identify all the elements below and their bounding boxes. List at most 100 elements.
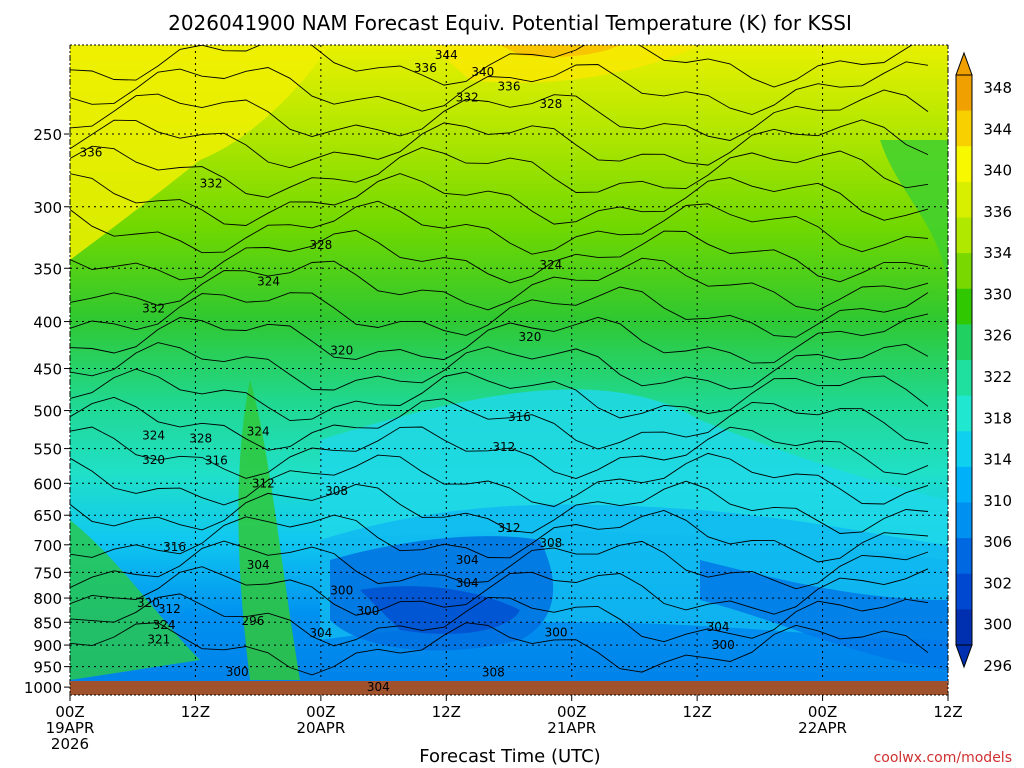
contour-label: 336 — [79, 146, 102, 160]
y-tick-label: 500 — [33, 403, 62, 421]
contour-label: 324 — [247, 425, 270, 439]
contour-line — [70, 145, 929, 198]
contour-label: 316 — [163, 540, 186, 554]
contour-line — [70, 200, 929, 255]
contour-line — [70, 452, 929, 507]
x-tick-label: 22APR — [798, 719, 847, 737]
contour-line — [70, 566, 929, 616]
x-tick-label: 12Z — [933, 703, 962, 721]
contour-line — [70, 540, 929, 590]
contour-label: 296 — [241, 614, 264, 628]
colorbar-segment — [956, 253, 972, 290]
feature-green-left-low — [70, 520, 200, 680]
contour-line — [70, 396, 929, 451]
y-tick-label: 350 — [33, 260, 62, 278]
y-tick-label: 550 — [33, 441, 62, 459]
colorbar-tick-label: 344 — [983, 120, 1012, 138]
y-tick-label: 900 — [33, 637, 62, 655]
colorbar-tick-label: 300 — [983, 616, 1012, 634]
contour-label: 324 — [142, 428, 165, 442]
colorbar-tick-label: 306 — [983, 533, 1012, 551]
contour-label: 332 — [142, 301, 165, 315]
colorbar-segment — [956, 217, 972, 254]
colorbar-segment — [956, 431, 972, 468]
contour-lines — [70, 45, 929, 676]
y-axis: 250 300 350 400 450 500 550 600 650 700 750 800 850 9… — [24, 126, 70, 697]
contour-label: 304 — [456, 576, 479, 590]
feature-orange-top — [500, 45, 620, 57]
contour-label: 332 — [456, 90, 479, 104]
contour-label: 312 — [252, 476, 275, 490]
contour-label: 312 — [498, 521, 521, 535]
feature-blue-low-right — [700, 560, 948, 670]
x-axis-title: Forecast Time (UTC) — [419, 746, 600, 767]
colorbar-tick-label: 302 — [983, 574, 1012, 592]
feature-green-right — [880, 140, 948, 300]
contour-label: 304 — [367, 680, 390, 694]
chart-title: 2026041900 NAM Forecast Equiv. Potential… — [168, 11, 852, 35]
colorbar-segment — [956, 573, 972, 610]
y-tick-label: 600 — [33, 475, 62, 493]
colorbar-tick-label: 310 — [983, 492, 1012, 510]
contour-line — [70, 89, 929, 141]
x-tick-label: 20APR — [296, 719, 345, 737]
y-tick-label: 750 — [33, 564, 62, 582]
contour-label: 320 — [518, 330, 541, 344]
colorbar-tick-label: 334 — [983, 244, 1012, 262]
y-tick-label: 650 — [33, 507, 62, 525]
y-tick-label: 250 — [33, 126, 62, 144]
contour-label: 300 — [226, 665, 249, 679]
colorbar-tick-label: 318 — [983, 409, 1012, 427]
contour-line — [70, 257, 929, 311]
colorbar-segment — [956, 538, 972, 575]
x-tick-label: 12Z — [181, 703, 210, 721]
colorbar-segment — [956, 110, 972, 147]
contour-label: 324 — [153, 618, 176, 632]
colorbar-segment — [956, 324, 972, 361]
colorbar-segment — [956, 146, 972, 183]
contour-line — [70, 510, 929, 563]
x-tick-label: 21APR — [547, 719, 596, 737]
feature-yellow-top-right — [430, 45, 700, 83]
contour-line — [70, 173, 929, 226]
x-tick-label: 19APR — [46, 719, 95, 737]
contour-line — [70, 119, 929, 169]
contour-line — [70, 61, 929, 115]
colorbar-tick-label: 326 — [983, 327, 1012, 345]
contour-label: 340 — [471, 65, 494, 79]
x-tick-label: 00Z — [55, 703, 84, 721]
y-tick-label: 450 — [33, 361, 62, 379]
contour-label: 300 — [330, 584, 353, 598]
colorbar: 348 344 340 336 334 330 326 322 318 314 310 306 302 3… — [955, 51, 1012, 675]
x-tick-label: 00Z — [306, 703, 335, 721]
contour-label: 324 — [539, 258, 562, 272]
contour-line — [70, 342, 929, 391]
colorbar-bottom-arrow — [955, 644, 973, 669]
contour-line — [70, 368, 929, 422]
colorbar-top-arrow — [955, 51, 973, 76]
y-tick-label: 1000 — [24, 679, 62, 697]
colorbar-tick-label: 336 — [983, 203, 1012, 221]
x-tick-label: 12Z — [432, 703, 461, 721]
colorbar-tick-label: 330 — [983, 285, 1012, 303]
contour-label: 312 — [492, 440, 515, 454]
contour-label: 336 — [498, 80, 521, 94]
contour-line — [70, 480, 929, 534]
colorbar-frame — [955, 74, 973, 646]
contour-label: 300 — [356, 604, 379, 618]
contour-label: 328 — [189, 431, 212, 445]
contour-label: 304 — [707, 620, 730, 634]
colorbar-segment — [956, 75, 972, 112]
contour-label: 304 — [247, 558, 270, 572]
colorbar-segment — [956, 288, 972, 325]
y-tick-label: 850 — [33, 614, 62, 632]
x-tick-label: 00Z — [557, 703, 586, 721]
contour-label: 308 — [539, 536, 562, 550]
contour-line — [70, 45, 913, 88]
contour-label: 321 — [147, 632, 170, 646]
contour-label: 320 — [330, 343, 353, 357]
contour-line — [70, 229, 929, 284]
colorbar-tick-label: 314 — [983, 451, 1012, 469]
